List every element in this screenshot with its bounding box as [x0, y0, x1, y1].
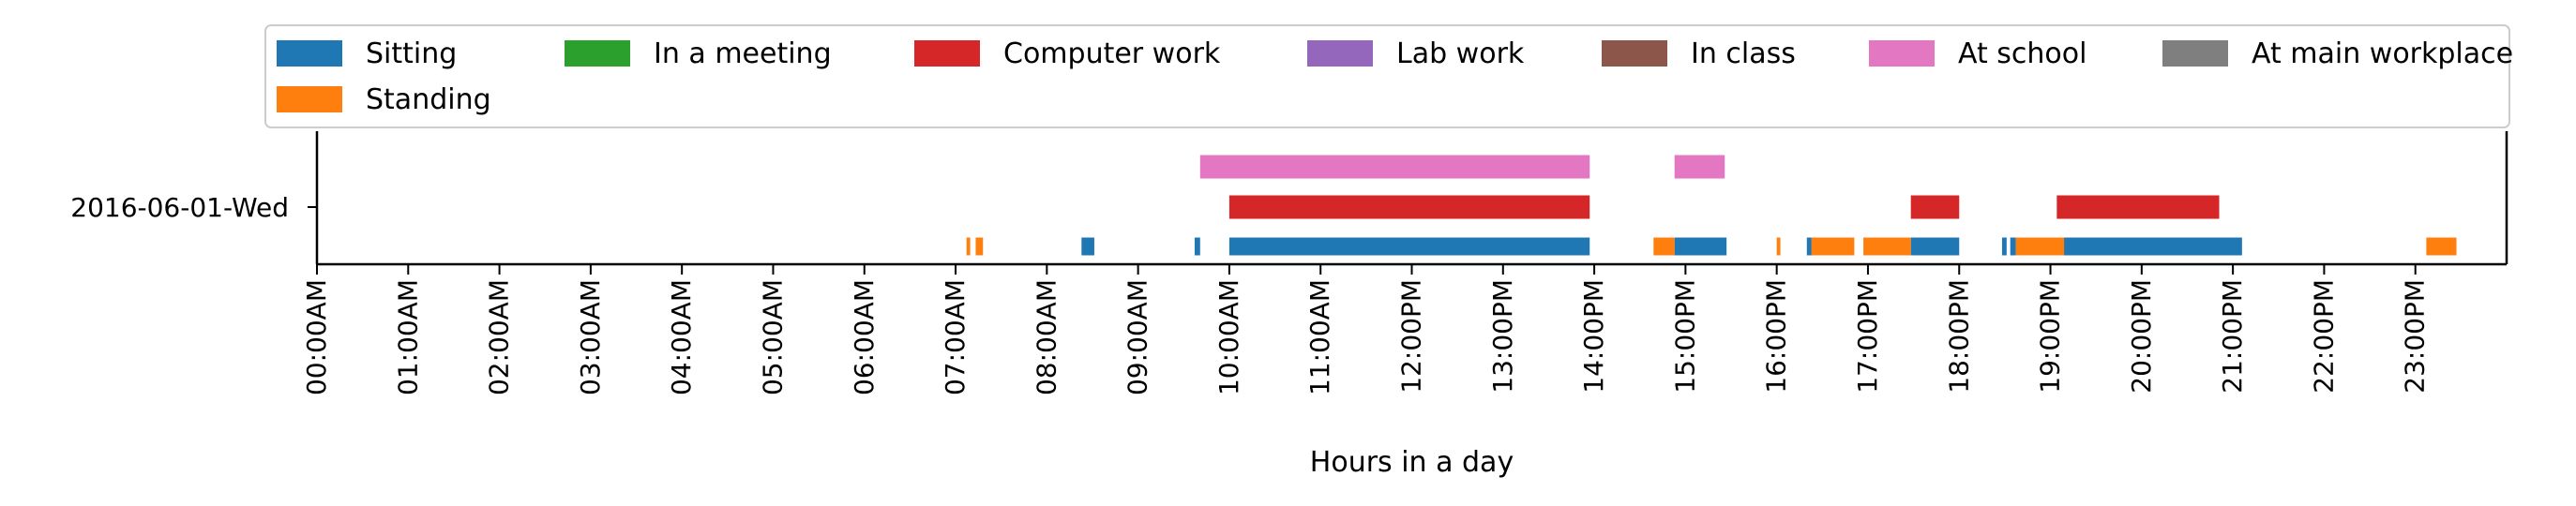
bar-segment	[1910, 237, 1960, 256]
legend-label: In a meeting	[654, 37, 832, 70]
legend-swatch	[565, 40, 630, 67]
legend-swatch	[2162, 40, 2228, 67]
x-tick-label: 01:00AM	[392, 279, 423, 395]
x-tick-label: 16:00PM	[1761, 279, 1792, 394]
bar-segment	[1081, 237, 1094, 256]
x-tick-label: 12:00PM	[1396, 279, 1427, 394]
bar-segment	[2010, 237, 2016, 256]
bar-segment	[1806, 237, 1813, 256]
bar-segment	[966, 237, 971, 256]
legend-swatch	[1307, 40, 1373, 67]
bar-segment	[1776, 237, 1781, 256]
bar-segment	[1653, 237, 1675, 256]
bar-segment	[2056, 195, 2220, 219]
bar-segment	[2426, 237, 2457, 256]
plot-area: 00:00AM 01:00AM 02:00AM 03:00AM 04:00AM 05:00…	[301, 131, 2508, 395]
legend-label: Lab work	[1396, 37, 1525, 70]
x-tick-label: 09:00AM	[1122, 279, 1153, 395]
bar-segment	[1199, 155, 1590, 179]
legend-label: Computer work	[1003, 37, 1221, 70]
x-axis-title: Hours in a day	[1310, 446, 1514, 479]
legend-label: In class	[1691, 37, 1796, 70]
legend-swatch	[277, 86, 342, 112]
x-tick-label: 11:00AM	[1304, 279, 1335, 395]
bar-segment	[1674, 155, 1725, 179]
x-tick-label: 00:00AM	[301, 279, 332, 395]
x-tick-label: 06:00AM	[849, 279, 880, 395]
bar-segment	[1228, 237, 1590, 256]
legend-label: Standing	[366, 83, 491, 116]
bar-segment	[1228, 195, 1590, 219]
x-tick-label: 14:00PM	[1578, 279, 1609, 394]
x-tick-label: 18:00PM	[1943, 279, 1974, 394]
legend-label: At school	[1958, 37, 2086, 70]
bar-segment	[2015, 237, 2065, 256]
bar-segment	[1674, 237, 1727, 256]
bar-segment	[1194, 237, 1200, 256]
legend-label: At main workplace	[2252, 37, 2513, 70]
x-tick-label: 02:00AM	[484, 279, 515, 395]
x-tick-label: 21:00PM	[2217, 279, 2248, 394]
legend: Sitting In a meeting Computer work Lab work…	[264, 24, 2513, 128]
legend-swatch	[277, 40, 342, 67]
legend-swatch	[1869, 40, 1935, 67]
y-tick-label: 2016-06-01-Wed	[70, 192, 289, 223]
x-tick-label: 20:00PM	[2126, 279, 2157, 394]
x-tick-label: 19:00PM	[2035, 279, 2066, 394]
x-tick-label: 15:00PM	[1669, 279, 1700, 394]
x-tick-label: 07:00AM	[940, 279, 971, 395]
legend-box	[264, 24, 2510, 128]
x-tick-label: 04:00AM	[666, 279, 697, 395]
x-tick-label: 23:00PM	[2400, 279, 2431, 394]
x-tick-label: 10:00AM	[1213, 279, 1244, 395]
x-tick-label: 05:00AM	[757, 279, 788, 395]
x-tick-label: 13:00PM	[1487, 279, 1518, 394]
bar-segment	[2001, 237, 2007, 256]
legend-label: Sitting	[366, 37, 457, 70]
x-tick-label: 03:00AM	[575, 279, 606, 395]
x-tick-label: 17:00PM	[1852, 279, 1883, 394]
bar-segment	[1863, 237, 1911, 256]
bar-segment	[2056, 237, 2242, 256]
x-tick-label: 08:00AM	[1031, 279, 1062, 395]
x-tick-label: 22:00PM	[2308, 279, 2339, 394]
legend-swatch	[1602, 40, 1667, 67]
bar-segment	[975, 237, 984, 256]
legend-swatch	[914, 40, 980, 67]
bar-segment	[1811, 237, 1855, 256]
bar-segment	[1910, 195, 1960, 219]
